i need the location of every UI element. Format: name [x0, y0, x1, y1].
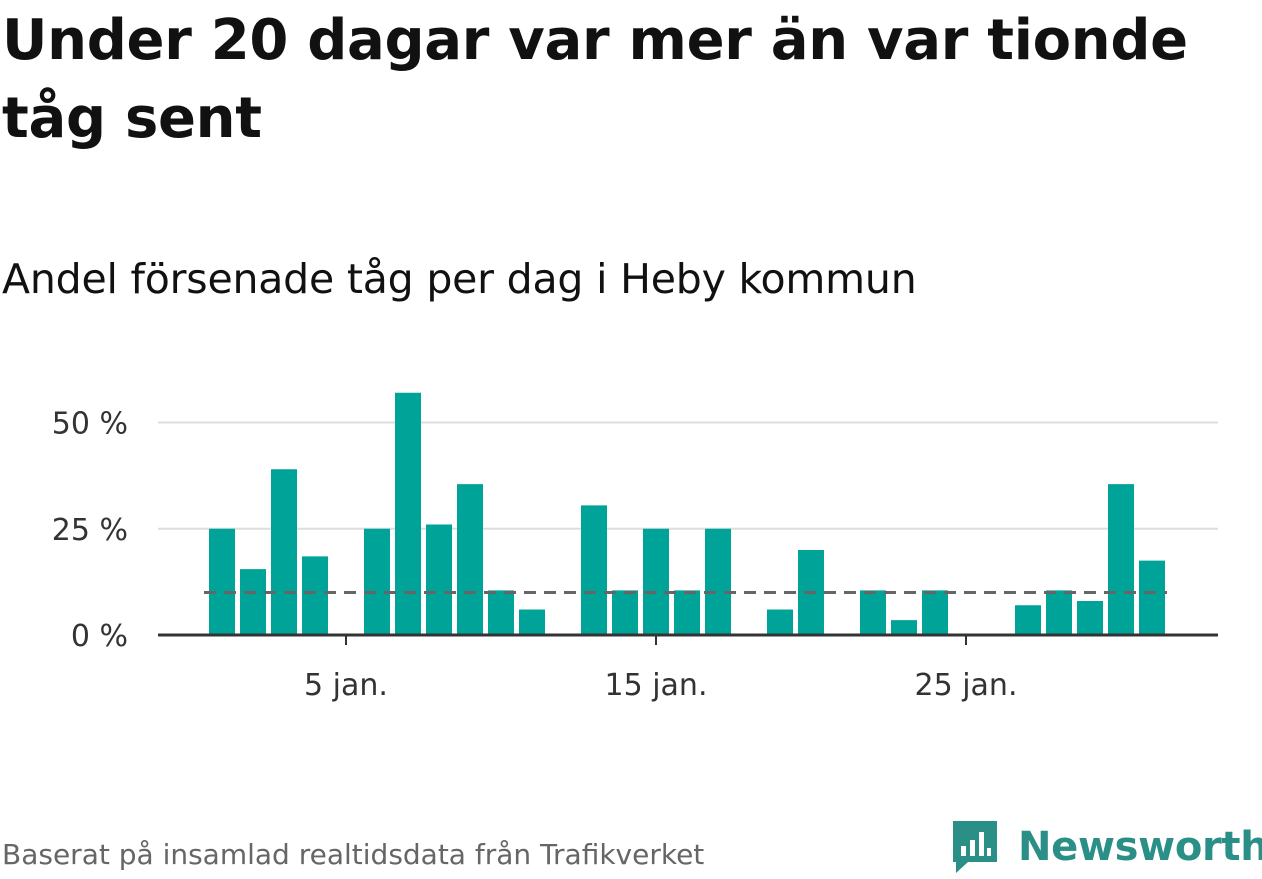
y-tick-label: 0 % [71, 619, 128, 654]
x-tick-label: 25 jan. [915, 668, 1018, 703]
bar [302, 556, 328, 635]
bar [1046, 590, 1072, 635]
newsworthy-logo: Newsworthy [950, 818, 1262, 876]
bar [1015, 605, 1041, 635]
bar-chart: 0 % 25 % 50 % 5 jan. 15 jan. 25 jan. [52, 392, 1218, 703]
gridlines [158, 421, 1218, 530]
bar [426, 524, 452, 635]
source-note: Baserat på insamlad realtidsdata från Tr… [2, 838, 705, 871]
axes: 0 % 25 % 50 % 5 jan. 15 jan. 25 jan. [52, 407, 1218, 703]
bar [1108, 484, 1134, 635]
x-tick-label: 15 jan. [605, 668, 708, 703]
bar [922, 590, 948, 635]
bar [891, 620, 917, 635]
newsworthy-logo-icon [953, 821, 997, 873]
logo-text: Newsworthy [1018, 824, 1262, 870]
bar [767, 609, 793, 635]
x-tick-label: 5 jan. [304, 668, 388, 703]
bar [643, 528, 669, 635]
bar [488, 590, 514, 635]
bar [395, 392, 421, 635]
chart-title: Under 20 dagar var mer än var tionde tåg… [2, 8, 1188, 151]
bar [209, 528, 235, 635]
bar [1077, 601, 1103, 635]
bar [860, 590, 886, 635]
bar [364, 528, 390, 635]
bars [209, 392, 1165, 635]
bar [1139, 560, 1165, 635]
bar [674, 590, 700, 635]
y-tick-label: 25 % [52, 513, 128, 548]
bar [612, 590, 638, 635]
chart-subtitle: Andel försenade tåg per dag i Heby kommu… [2, 255, 917, 303]
bar [519, 609, 545, 635]
bar [581, 505, 607, 635]
bar [271, 469, 297, 635]
bar [705, 528, 731, 635]
bar [240, 569, 266, 635]
y-tick-label: 50 % [52, 407, 128, 442]
bar [457, 484, 483, 635]
